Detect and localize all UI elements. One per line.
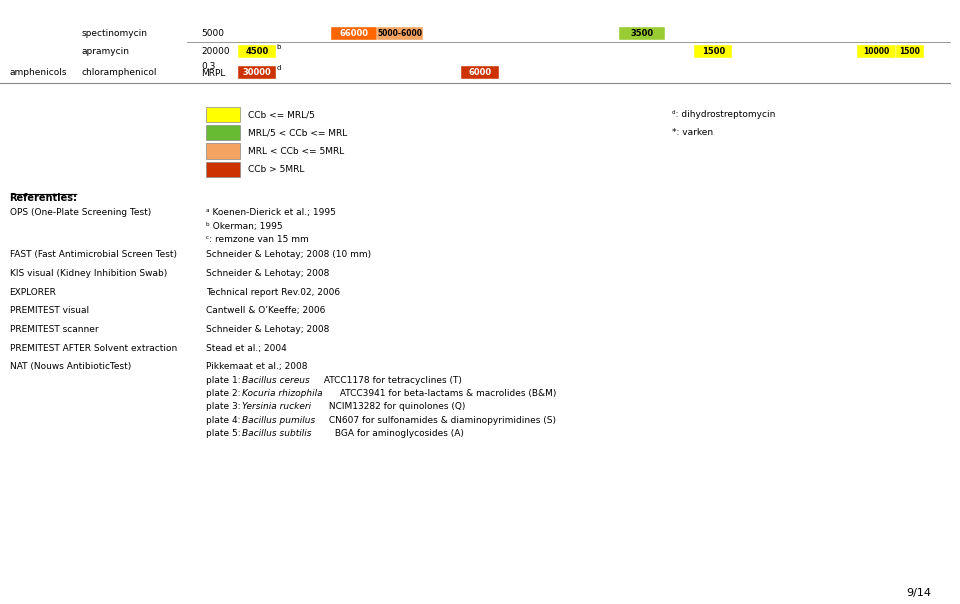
Text: ᵈ: dihydrostreptomycin: ᵈ: dihydrostreptomycin (672, 111, 776, 119)
Text: amphenicols: amphenicols (10, 68, 67, 77)
Text: 0.3: 0.3 (202, 62, 216, 71)
Text: 1500: 1500 (900, 47, 921, 56)
Text: ATCC1178 for tetracyclines (T): ATCC1178 for tetracyclines (T) (321, 376, 462, 385)
Text: 66000: 66000 (340, 29, 369, 37)
Text: CN607 for sulfonamides & diaminopyrimidines (S): CN607 for sulfonamides & diaminopyrimidi… (326, 416, 557, 425)
Text: Schneider & Lehotay; 2008: Schneider & Lehotay; 2008 (206, 325, 330, 334)
Text: 5000-6000: 5000-6000 (378, 29, 422, 37)
Text: Schneider & Lehotay; 2008: Schneider & Lehotay; 2008 (206, 269, 330, 278)
FancyBboxPatch shape (619, 27, 665, 40)
Text: 30000: 30000 (243, 68, 272, 77)
Text: plate 5:: plate 5: (206, 429, 244, 438)
Text: b: b (276, 43, 281, 50)
Text: ᵃ Koenen-Dierick et al.; 1995: ᵃ Koenen-Dierick et al.; 1995 (206, 208, 336, 217)
Text: 9/14: 9/14 (906, 588, 931, 598)
Text: 10000: 10000 (863, 47, 890, 56)
Text: 20000: 20000 (202, 47, 230, 56)
Text: EXPLORER: EXPLORER (10, 288, 57, 297)
FancyBboxPatch shape (461, 66, 499, 79)
Text: plate 2:: plate 2: (206, 389, 244, 398)
Text: 1500: 1500 (702, 47, 725, 56)
Text: Bacillus subtilis: Bacillus subtilis (242, 429, 311, 438)
Text: Schneider & Lehotay; 2008 (10 mm): Schneider & Lehotay; 2008 (10 mm) (206, 250, 372, 259)
Text: apramycin: apramycin (82, 47, 130, 56)
Text: Stead et al.; 2004: Stead et al.; 2004 (206, 344, 287, 353)
Text: spectinomycin: spectinomycin (82, 29, 148, 37)
Text: CCb <= MRL/5: CCb <= MRL/5 (248, 111, 315, 119)
Text: CCb > 5MRL: CCb > 5MRL (248, 165, 304, 173)
Text: Technical report Rev.02, 2006: Technical report Rev.02, 2006 (206, 288, 341, 297)
Text: ᵇ Okerman; 1995: ᵇ Okerman; 1995 (206, 222, 283, 231)
Text: Pikkemaat et al.; 2008: Pikkemaat et al.; 2008 (206, 362, 308, 371)
Text: NAT (Nouws AntibioticTest): NAT (Nouws AntibioticTest) (10, 362, 131, 371)
FancyBboxPatch shape (206, 143, 240, 158)
FancyBboxPatch shape (206, 161, 240, 176)
Text: *: varken: *: varken (672, 129, 713, 137)
Text: PREMITEST visual: PREMITEST visual (10, 306, 88, 315)
Text: 4500: 4500 (246, 47, 269, 56)
Text: Kocuria rhizophila: Kocuria rhizophila (242, 389, 323, 398)
FancyBboxPatch shape (331, 27, 377, 40)
Text: 6000: 6000 (468, 68, 492, 77)
Text: MRPL: MRPL (202, 69, 226, 78)
FancyBboxPatch shape (206, 125, 240, 140)
Text: plate 1:: plate 1: (206, 376, 244, 385)
Text: Referenties:: Referenties: (10, 193, 78, 204)
Text: OPS (One-Plate Screening Test): OPS (One-Plate Screening Test) (10, 208, 151, 217)
Text: MRL < CCb <= 5MRL: MRL < CCb <= 5MRL (248, 147, 344, 155)
FancyBboxPatch shape (206, 107, 240, 122)
Text: 5000: 5000 (202, 29, 225, 37)
FancyBboxPatch shape (377, 27, 423, 40)
Text: FAST (Fast Antimicrobial Screen Test): FAST (Fast Antimicrobial Screen Test) (10, 250, 177, 259)
FancyBboxPatch shape (896, 45, 924, 58)
Text: MRL/5 < CCb <= MRL: MRL/5 < CCb <= MRL (248, 129, 347, 137)
Text: PREMITEST scanner: PREMITEST scanner (10, 325, 98, 334)
Text: NCIM13282 for quinolones (Q): NCIM13282 for quinolones (Q) (326, 402, 466, 411)
Text: PREMITEST AFTER Solvent extraction: PREMITEST AFTER Solvent extraction (10, 344, 177, 353)
Text: KIS visual (Kidney Inhibition Swab): KIS visual (Kidney Inhibition Swab) (10, 269, 167, 278)
Text: chloramphenicol: chloramphenicol (82, 68, 157, 77)
Text: Cantwell & O’Keeffe; 2006: Cantwell & O’Keeffe; 2006 (206, 306, 325, 315)
FancyBboxPatch shape (238, 45, 276, 58)
FancyBboxPatch shape (238, 66, 276, 79)
Text: ATCC3941 for beta-lactams & macrolides (B&M): ATCC3941 for beta-lactams & macrolides (… (337, 389, 557, 398)
FancyBboxPatch shape (694, 45, 732, 58)
Text: BGA for aminoglycosides (A): BGA for aminoglycosides (A) (332, 429, 464, 438)
Text: Bacillus cereus: Bacillus cereus (242, 376, 310, 385)
Text: 3500: 3500 (631, 29, 654, 37)
FancyBboxPatch shape (857, 45, 896, 58)
Text: plate 3:: plate 3: (206, 402, 244, 411)
Text: plate 4:: plate 4: (206, 416, 244, 425)
Text: d: d (276, 65, 281, 71)
Text: ᶜ: remzone van 15 mm: ᶜ: remzone van 15 mm (206, 235, 309, 244)
Text: Bacillus pumilus: Bacillus pumilus (242, 416, 315, 425)
Text: Yersinia ruckeri: Yersinia ruckeri (242, 402, 311, 411)
